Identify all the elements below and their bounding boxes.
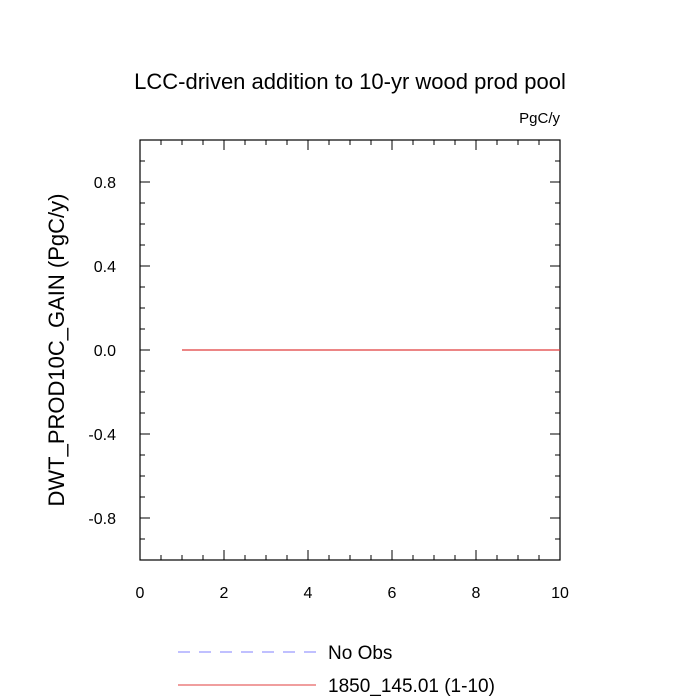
- y-axis-label: DWT_PROD10C_GAIN (PgC/y): [44, 194, 69, 507]
- y-tick-label: -0.8: [88, 511, 116, 528]
- x-tick-label: 4: [304, 585, 313, 602]
- y-tick-label: 0.0: [94, 343, 116, 360]
- chart-title: LCC-driven addition to 10-yr wood prod p…: [134, 69, 566, 94]
- legend-label-0: No Obs: [328, 643, 392, 664]
- x-tick-label: 8: [472, 585, 481, 602]
- units-label: PgC/y: [519, 110, 560, 127]
- legend: No Obs 1850_145.01 (1-10): [178, 643, 495, 697]
- x-tick-label: 2: [220, 585, 229, 602]
- x-tick-label: 6: [388, 585, 397, 602]
- axis-ticks: 0 2 4 6 8 10 -0.8 -0.4 0.0 0.4 0.8: [88, 139, 569, 602]
- y-tick-label: 0.8: [94, 175, 116, 192]
- legend-label-1: 1850_145.01 (1-10): [328, 676, 495, 697]
- y-tick-label: -0.4: [88, 427, 116, 444]
- x-tick-label: 10: [551, 585, 569, 602]
- x-tick-label: 0: [136, 585, 145, 602]
- y-tick-label: 0.4: [94, 259, 116, 276]
